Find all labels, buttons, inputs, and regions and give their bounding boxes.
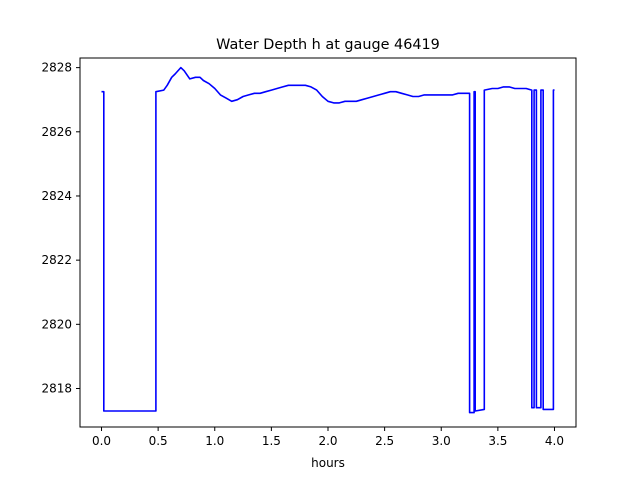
x-tick-label: 0.5: [149, 434, 168, 448]
y-axis: 2818 2820 2822 2824 2826 2828: [41, 61, 80, 395]
y-tick-label: 2820: [41, 317, 72, 331]
chart-title: Water Depth h at gauge 46419: [216, 37, 440, 53]
x-tick-label: 2.5: [375, 434, 394, 448]
plot-frame: [79, 57, 577, 428]
y-tick-label: 2826: [41, 125, 72, 139]
y-tick-label: 2822: [41, 253, 72, 267]
x-tick-label: 4.0: [545, 434, 564, 448]
x-tick-label: 3.5: [488, 434, 507, 448]
x-tick-label: 0.0: [92, 434, 111, 448]
y-tick-label: 2828: [41, 61, 72, 75]
x-axis-label: hours: [311, 456, 345, 470]
x-axis: 0.0 0.5 1.0 1.5 2.0 2.5 3.0 3.5 4.0: [92, 427, 564, 448]
y-tick-label: 2824: [41, 189, 72, 203]
x-tick-label: 3.0: [432, 434, 451, 448]
plot-area: 0.0 0.5 1.0 1.5 2.0 2.5 3.0 3.5 4.0 2818 2820 2822…: [41, 57, 577, 448]
x-tick-label: 1.0: [205, 434, 224, 448]
y-tick-label: 2818: [41, 381, 72, 395]
x-tick-label: 2.0: [318, 434, 337, 448]
water-depth-series-line: [101, 66, 555, 414]
x-tick-label: 1.5: [262, 434, 281, 448]
